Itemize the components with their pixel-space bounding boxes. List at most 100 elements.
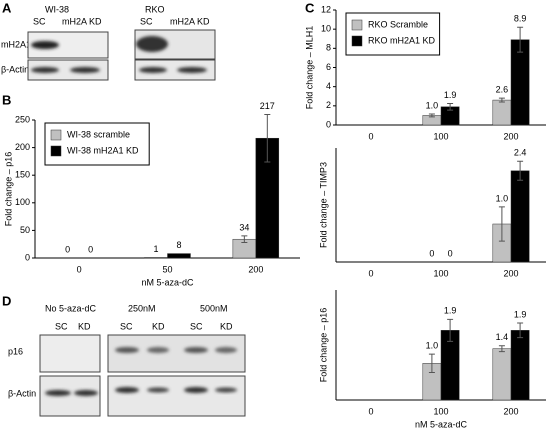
legend-label: RKO mH2A1 KD [368, 35, 436, 45]
panel-letter: B [2, 92, 11, 107]
bar [492, 348, 512, 401]
value-label: 0 [88, 244, 93, 254]
x-tick-label: 200 [503, 406, 518, 416]
value-label: 1.9 [514, 309, 527, 319]
error-bar [264, 113, 271, 163]
x-tick-label: 200 [503, 268, 518, 278]
lane-label: mH2A KD [62, 16, 102, 26]
band [136, 36, 168, 52]
panel-letter: C [305, 0, 315, 15]
y-tick-label: 8 [326, 43, 331, 53]
bar [167, 253, 191, 259]
panel-letter: A [2, 0, 12, 15]
group-label: WI-38 [45, 4, 69, 14]
group-label: RKO [145, 4, 165, 14]
row-label: mH2A1 [1, 39, 31, 49]
lane-label: KD [152, 321, 165, 331]
y-tick-label: 250 [15, 114, 30, 124]
blot [39, 334, 101, 373]
y-axis-label: Fold change – MLH1 [304, 26, 314, 110]
y-axis-label: Fold change – p16 [318, 308, 328, 383]
band [215, 347, 237, 353]
y-tick-label: 6 [326, 62, 331, 72]
row-label: β-Actin [1, 64, 29, 74]
value-label: 0 [448, 248, 453, 258]
value-label: 1.9 [444, 306, 457, 316]
value-label: 8 [176, 240, 181, 250]
x-tick-label: 50 [162, 264, 172, 274]
error-bar [428, 113, 435, 118]
value-label: 34 [239, 222, 249, 232]
value-label: 0 [65, 244, 70, 254]
x-tick-label: 0 [368, 406, 373, 416]
x-axis-label: nM 5-aza-dC [415, 419, 468, 429]
band [70, 67, 100, 73]
band [115, 387, 139, 393]
y-tick-label: 0 [326, 119, 331, 129]
y-axis-label: Fold change – TIMP3 [318, 162, 328, 248]
bar [510, 170, 530, 263]
band [31, 67, 59, 73]
value-label: 1.9 [444, 90, 457, 100]
band [215, 387, 237, 393]
legend-swatch [50, 129, 62, 141]
x-tick-label: 0 [368, 131, 373, 141]
legend-label: WI-38 mH2A1 KD [67, 145, 139, 155]
band [74, 390, 98, 396]
error-bar [447, 102, 454, 111]
value-label: 0 [429, 248, 434, 258]
blot [107, 375, 246, 417]
legend-swatch [50, 145, 62, 157]
blot-d: No 5-aza-dC 250nM 500nM SC KD SC KD SC K… [8, 303, 246, 417]
legend-label: RKO Scramble [368, 19, 428, 29]
value-label: 2.6 [496, 85, 509, 95]
error-bar [517, 160, 524, 181]
y-tick-label: 4 [326, 81, 331, 91]
value-label: 1.0 [496, 193, 509, 203]
lane-label: SC [120, 321, 133, 331]
value-label: 1.4 [496, 332, 509, 342]
y-tick-label: 0 [25, 252, 30, 262]
band [45, 390, 71, 396]
legend-swatch [351, 19, 363, 31]
lane-label: KD [220, 321, 233, 331]
row-label: β-Actin [8, 388, 36, 398]
bar [492, 99, 512, 126]
y-tick-label: 2 [326, 100, 331, 110]
bar [510, 330, 530, 401]
x-axis-label: nM 5-aza-dC [141, 277, 194, 287]
y-tick-label: 100 [15, 197, 30, 207]
blot [107, 334, 246, 373]
error-bar [498, 97, 505, 103]
error-bar [498, 206, 505, 242]
value-label: 2.4 [514, 148, 527, 158]
band [184, 347, 208, 353]
group-label: No 5-aza-dC [45, 303, 97, 313]
x-tick-label: 200 [503, 131, 518, 141]
x-tick-label: 0 [368, 268, 373, 278]
band [184, 387, 208, 393]
blot [27, 59, 109, 81]
band [177, 67, 207, 73]
panel-letter: D [2, 293, 11, 308]
bar [144, 257, 168, 259]
band [139, 67, 167, 73]
lane-label: SC [190, 321, 203, 331]
x-tick-label: 200 [248, 264, 263, 274]
y-tick-label: 200 [15, 142, 30, 152]
y-tick-label: 10 [321, 24, 331, 34]
error-bar [517, 26, 524, 53]
value-label: 1.0 [426, 100, 439, 110]
blot [39, 375, 101, 417]
lane-label: SC [55, 321, 68, 331]
lane-label: SC [33, 16, 46, 26]
y-tick-label: 50 [20, 225, 30, 235]
band [31, 41, 59, 49]
band [147, 347, 169, 353]
lane-label: KD [78, 321, 91, 331]
legend [44, 122, 150, 166]
error-bar [447, 318, 454, 342]
error-bar [241, 235, 248, 244]
error-bar [517, 322, 524, 339]
